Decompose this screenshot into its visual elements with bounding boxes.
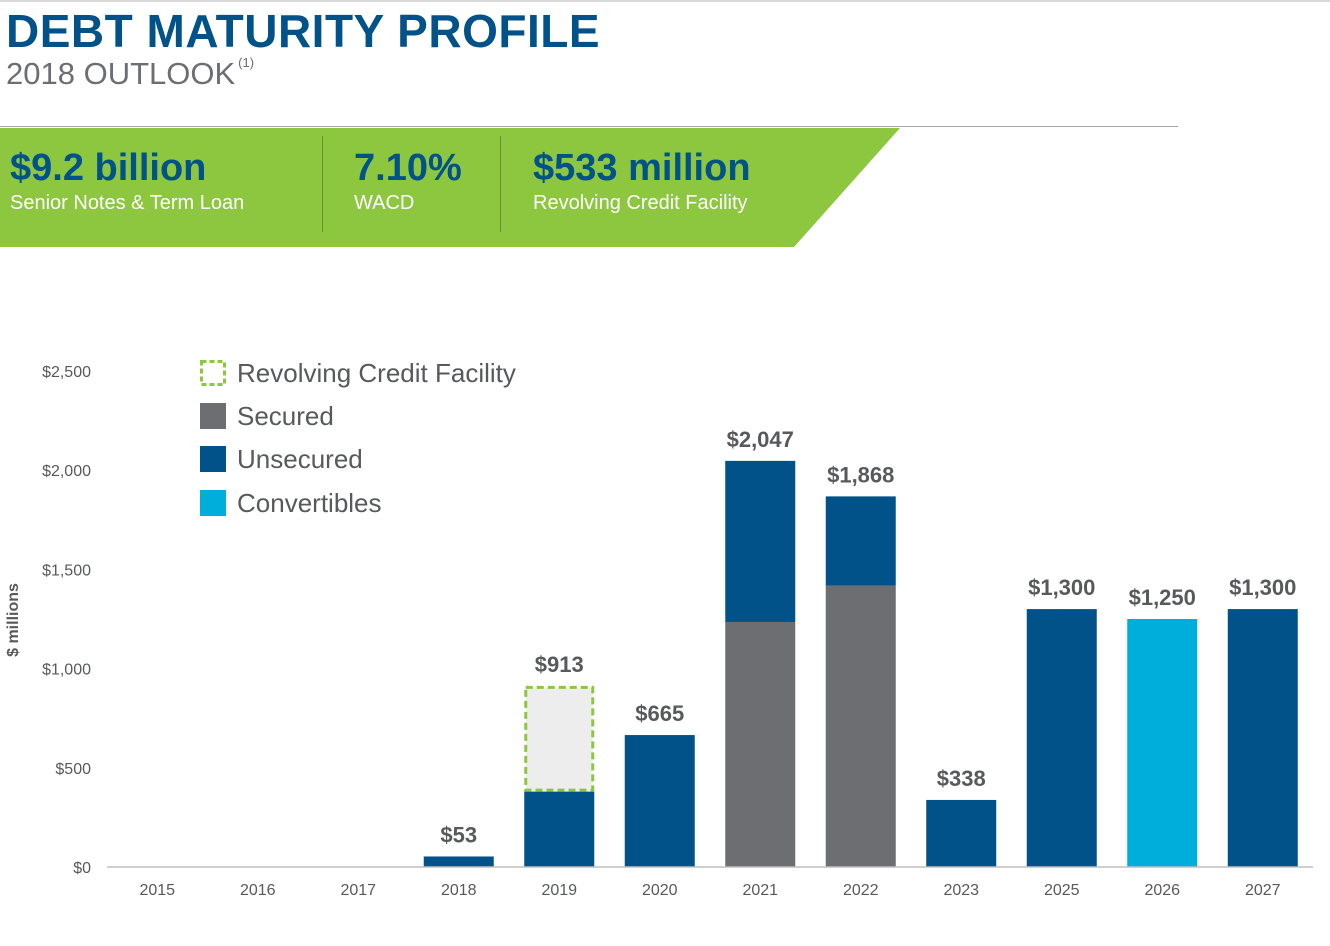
y-axis-label: $ millions xyxy=(5,583,22,657)
page-title: DEBT MATURITY PROFILE xyxy=(6,5,601,57)
x-tick-label: 2019 xyxy=(541,882,577,899)
y-tick-label: $2,000 xyxy=(42,463,91,480)
bar-segment-unsecured xyxy=(524,791,595,867)
subtitle-text: 2018 OUTLOOK xyxy=(6,56,236,91)
kpi-label: Revolving Credit Facility xyxy=(533,192,748,214)
x-tick-label: 2015 xyxy=(139,882,175,899)
x-tick-label: 2018 xyxy=(441,882,477,899)
y-tick-label: $0 xyxy=(73,860,91,877)
legend-label: Secured xyxy=(237,401,334,431)
kpi-label: Senior Notes & Term Loan xyxy=(10,192,245,214)
kpi-divider xyxy=(322,136,323,232)
bar-segment-secured xyxy=(825,585,896,867)
kpi-label: WACD xyxy=(354,192,415,214)
data-label: $2,047 xyxy=(727,427,794,452)
bar-segment-unsecured xyxy=(624,735,695,867)
bar-segment-unsecured xyxy=(1227,609,1298,867)
x-tick-label: 2017 xyxy=(340,882,376,899)
x-tick-label: 2021 xyxy=(742,882,778,899)
kpi-value: $533 million xyxy=(533,147,751,189)
y-tick-label: $2,500 xyxy=(42,364,91,381)
kpi-value: $9.2 billion xyxy=(10,147,207,189)
kpi-banner xyxy=(0,128,900,247)
data-label: $1,300 xyxy=(1229,575,1296,600)
kpi-divider xyxy=(500,136,501,232)
x-tick-label: 2016 xyxy=(240,882,276,899)
data-label: $665 xyxy=(635,701,684,726)
x-tick-label: 2022 xyxy=(843,882,879,899)
legend-label: Revolving Credit Facility xyxy=(237,358,516,388)
legend-swatch-secured xyxy=(200,403,226,429)
x-tick-label: 2027 xyxy=(1245,882,1281,899)
data-label: $913 xyxy=(535,652,584,677)
x-tick-label: 2023 xyxy=(943,882,979,899)
bar-segment-secured xyxy=(725,621,796,867)
kpi-revolver: $533 million Revolving Credit Facility xyxy=(533,146,751,216)
legend-swatch-revolving xyxy=(200,360,226,386)
header-rule xyxy=(0,126,1178,127)
bar-segment-unsecured xyxy=(725,460,796,622)
bar-segment-unsecured xyxy=(926,799,997,867)
bar-segment-unsecured xyxy=(423,856,494,867)
bar-segment-unsecured xyxy=(1026,609,1097,867)
data-label: $1,300 xyxy=(1028,575,1095,600)
legend-label: Unsecured xyxy=(237,444,363,474)
page-subtitle: 2018 OUTLOOK (1) xyxy=(6,54,255,92)
legend-label: Convertibles xyxy=(237,488,382,518)
kpi-value: 7.10% xyxy=(354,147,462,189)
y-tick-label: $500 xyxy=(55,761,91,778)
data-label: $338 xyxy=(937,766,986,791)
kpi-total-debt: $9.2 billion Senior Notes & Term Loan xyxy=(10,146,244,216)
top-border xyxy=(0,0,1330,2)
legend-swatch-convertibles xyxy=(200,490,226,516)
y-tick-label: $1,500 xyxy=(42,562,91,579)
footnote-marker: (1) xyxy=(238,54,255,70)
y-tick-label: $1,000 xyxy=(42,662,91,679)
legend-swatch-unsecured xyxy=(200,446,226,472)
data-label: $1,868 xyxy=(827,462,894,487)
bar-segment-revolving xyxy=(524,685,595,792)
data-label: $53 xyxy=(440,822,477,847)
x-tick-label: 2026 xyxy=(1144,882,1180,899)
x-tick-label: 2020 xyxy=(642,882,678,899)
bar-segment-convertibles xyxy=(1127,619,1198,867)
x-tick-label: 2025 xyxy=(1044,882,1080,899)
kpi-wacd: 7.10% WACD xyxy=(354,146,462,216)
data-label: $1,250 xyxy=(1129,585,1196,610)
bar-segment-unsecured xyxy=(825,496,896,586)
